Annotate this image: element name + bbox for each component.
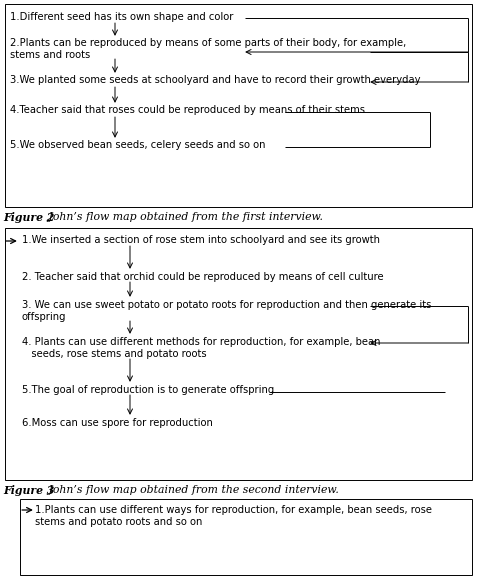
Text: 1.Plants can use different ways for reproduction, for example, bean seeds, rose
: 1.Plants can use different ways for repr… <box>35 505 432 526</box>
Text: 5.We observed bean seeds, celery seeds and so on: 5.We observed bean seeds, celery seeds a… <box>10 140 266 150</box>
Bar <box>5 228 472 480</box>
Text: 3.We planted some seeds at schoolyard and have to record their growth everyday: 3.We planted some seeds at schoolyard an… <box>10 75 421 85</box>
Bar <box>20 499 472 575</box>
Text: 3. We can use sweet potato or potato roots for reproduction and then generate it: 3. We can use sweet potato or potato roo… <box>22 300 431 322</box>
Text: 4. Plants can use different methods for reproduction, for example, bean
   seeds: 4. Plants can use different methods for … <box>22 337 380 358</box>
Text: 2. Teacher said that orchid could be reproduced by means of cell culture: 2. Teacher said that orchid could be rep… <box>22 272 384 282</box>
Text: 1.Different seed has its own shape and color: 1.Different seed has its own shape and c… <box>10 12 233 22</box>
Text: 1.We inserted a section of rose stem into schoolyard and see its growth: 1.We inserted a section of rose stem int… <box>22 235 380 245</box>
Text: Figure 2: Figure 2 <box>3 212 55 223</box>
Text: 2.Plants can be reproduced by means of some parts of their body, for example,
st: 2.Plants can be reproduced by means of s… <box>10 38 406 60</box>
Text: Figure 3: Figure 3 <box>3 485 55 496</box>
Text: John’s flow map obtained from the second interview.: John’s flow map obtained from the second… <box>45 485 339 495</box>
Text: 4.Teacher said that roses could be reproduced by means of their stems: 4.Teacher said that roses could be repro… <box>10 105 365 115</box>
Text: John’s flow map obtained from the first interview.: John’s flow map obtained from the first … <box>45 212 323 222</box>
Bar <box>5 4 472 207</box>
Text: 5.The goal of reproduction is to generate offspring: 5.The goal of reproduction is to generat… <box>22 385 274 395</box>
Text: 6.Moss can use spore for reproduction: 6.Moss can use spore for reproduction <box>22 418 213 428</box>
